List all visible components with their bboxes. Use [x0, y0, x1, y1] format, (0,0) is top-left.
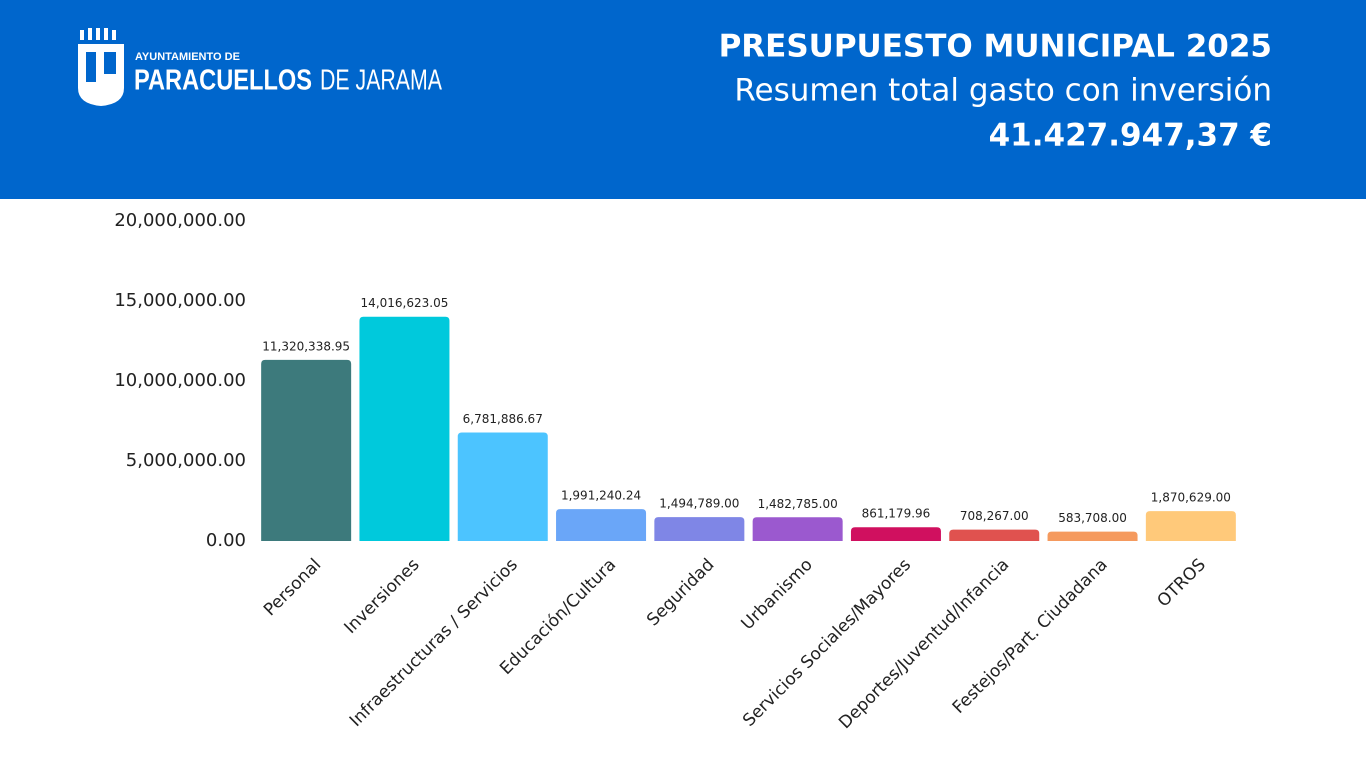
bar: [949, 529, 1040, 541]
x-tick-label: Servicios Sociales/Mayores: [739, 555, 915, 731]
bar: [261, 359, 352, 541]
x-tick-label: Infraestructuras / Servicios: [346, 555, 522, 731]
header-band: [0, 0, 1366, 199]
logo-rest: DE JARAMA: [320, 65, 442, 97]
header-total: 41.427.947,37 €: [989, 118, 1272, 154]
x-tick-label: Urbanismo: [738, 555, 817, 634]
x-tick-label: Deportes/Juventud/Infancia: [835, 555, 1013, 733]
logo-bold: PARACUELLOS: [134, 65, 312, 97]
y-tick-label: 5,000,000.00: [126, 450, 246, 471]
value-label: 861,179.96: [862, 507, 931, 521]
header-subtitle: Resumen total gasto con inversión: [734, 73, 1272, 109]
bar: [654, 517, 745, 541]
bar: [752, 517, 843, 541]
y-tick-label: 10,000,000.00: [114, 370, 246, 391]
value-label: 1,482,785.00: [758, 497, 838, 511]
value-label: 1,494,789.00: [659, 497, 739, 511]
bar: [359, 316, 450, 541]
y-tick-label: 15,000,000.00: [114, 290, 246, 311]
value-label: 583,708.00: [1058, 511, 1127, 525]
y-tick-label: 20,000,000.00: [114, 210, 246, 231]
x-tick-label: Festejos/Part. Ciudadana: [949, 555, 1112, 718]
y-tick-label: 0.00: [206, 530, 246, 551]
value-label: 6,781,886.67: [463, 412, 543, 426]
logo-shield: [78, 28, 124, 106]
x-tick-label: Inversiones: [341, 555, 424, 638]
bar: [556, 509, 647, 541]
bar: [1145, 511, 1236, 541]
value-label: 1,991,240.24: [561, 489, 641, 503]
value-label: 708,267.00: [960, 509, 1029, 523]
bar: [850, 527, 941, 541]
value-label: 11,320,338.95: [262, 339, 350, 353]
header-title: PRESUPUESTO MUNICIPAL 2025: [719, 29, 1272, 65]
x-tick-label: Seguridad: [643, 555, 718, 630]
x-tick-label: OTROS: [1154, 555, 1210, 611]
bar: [457, 432, 548, 541]
bar: [1047, 531, 1138, 541]
value-label: 1,870,629.00: [1151, 491, 1231, 505]
value-label: 14,016,623.05: [361, 296, 449, 310]
x-tick-label: Personal: [260, 555, 325, 620]
logo-top: AYUNTAMIENTO DE: [135, 51, 240, 63]
